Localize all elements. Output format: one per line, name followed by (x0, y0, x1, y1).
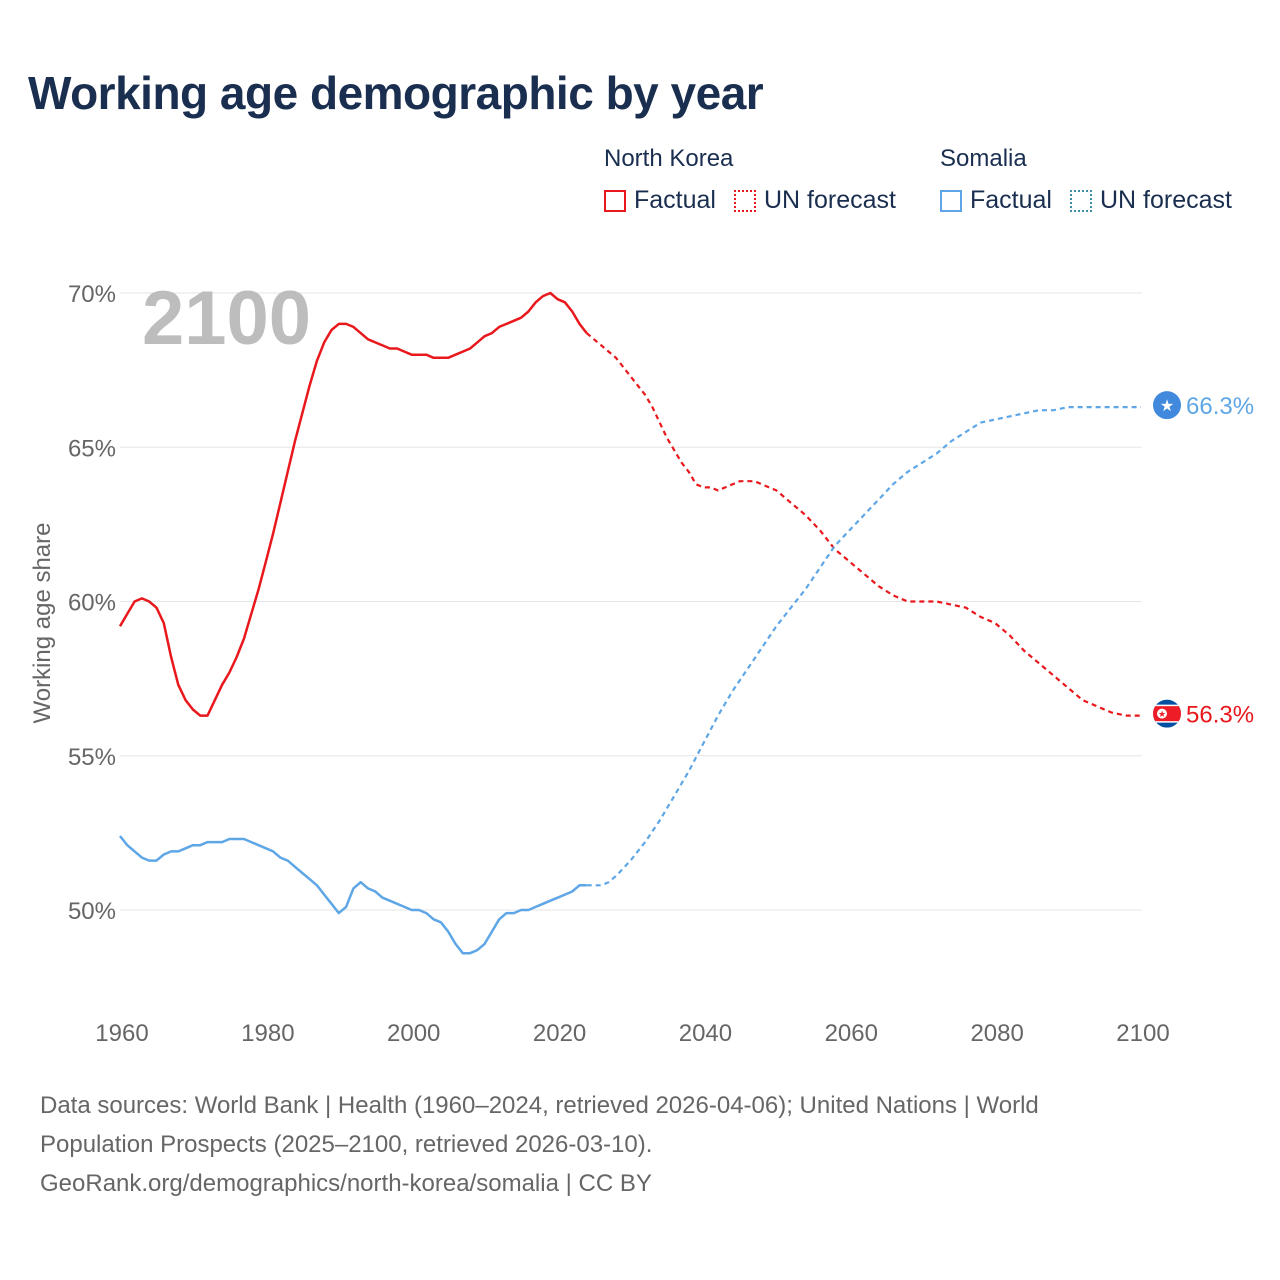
legend-item-label: Factual (970, 186, 1052, 214)
x-tick-label: 1980 (241, 1020, 294, 1047)
x-tick-label: 1960 (95, 1020, 148, 1047)
legend-item-label: Factual (634, 186, 716, 214)
series-line-north-korea-forecast[interactable] (585, 332, 1141, 717)
x-axis-ticks: 1960 1980 2000 2020 2040 2060 2080 2100 (95, 1020, 1169, 1047)
legend-swatch-solid (604, 189, 626, 212)
source-link[interactable]: GeoRank.org/demographics/north-korea/som… (40, 1170, 652, 1197)
legend-north-korea-forecast[interactable]: UN forecast (733, 186, 896, 215)
svg-text:★: ★ (1160, 396, 1174, 415)
y-axis-ticks: 50% 55% 60% 65% 70% (68, 281, 116, 925)
source-line-2: Population Prospects (2025–2100, retriev… (40, 1131, 653, 1158)
y-tick-label: 65% (68, 435, 116, 462)
legend-somalia: Somalia Factual UN forecast (940, 144, 1250, 215)
legend-somalia-forecast[interactable]: UN forecast (1069, 186, 1232, 215)
x-tick-label: 2020 (533, 1020, 586, 1047)
legend-country-label: North Korea (604, 145, 734, 172)
end-value-label: 66.3% (1186, 393, 1254, 420)
series-line-somalia-factual[interactable] (119, 835, 587, 955)
end-markers: ★ 56.3% ★ 66.3% (1153, 391, 1254, 729)
end-value-label: 56.3% (1186, 702, 1254, 729)
y-tick-label: 70% (68, 281, 116, 308)
year-watermark: 2100 (142, 276, 311, 361)
legend-somalia-factual[interactable]: Factual (940, 186, 1052, 215)
x-tick-label: 2060 (825, 1020, 878, 1047)
x-tick-label: 2100 (1116, 1020, 1169, 1047)
y-axis-label: Working age share (29, 523, 56, 724)
source-note: Data sources: World Bank | Health (1960–… (40, 1086, 1190, 1203)
legend-item-label: UN forecast (763, 186, 896, 214)
legend-item-label: UN forecast (1099, 186, 1232, 214)
legend-swatch-dotted (733, 189, 756, 212)
north-korea-flag-icon: ★ (1153, 699, 1181, 728)
series-line-north-korea-factual[interactable] (118, 291, 588, 717)
legend-north-korea-factual[interactable]: Factual (604, 186, 716, 215)
y-tick-label: 50% (68, 898, 116, 925)
legend-swatch-solid (940, 189, 962, 212)
somalia-flag-icon: ★ (1153, 391, 1181, 420)
chart-title: Working age demographic by year (28, 67, 764, 119)
y-tick-label: 55% (68, 744, 116, 771)
source-line-1: Data sources: World Bank | Health (1960–… (40, 1092, 1039, 1119)
legend-swatch-dotted (1069, 189, 1092, 212)
svg-text:★: ★ (1158, 710, 1166, 720)
legend-country-label: Somalia (940, 145, 1027, 172)
x-tick-label: 2040 (679, 1020, 732, 1047)
line-chart: 2100 50% 55% 60% 65% 70% 1960 1980 2000 2020 204… (29, 276, 1254, 1047)
legend-north-korea: North Korea Factual UN forecast (604, 144, 914, 215)
x-tick-label: 2000 (387, 1020, 440, 1047)
x-tick-label: 2080 (970, 1020, 1023, 1047)
y-tick-label: 60% (68, 590, 116, 617)
series-lines (118, 291, 1141, 955)
series-line-somalia-forecast[interactable] (586, 406, 1141, 887)
gridlines (120, 292, 1142, 911)
